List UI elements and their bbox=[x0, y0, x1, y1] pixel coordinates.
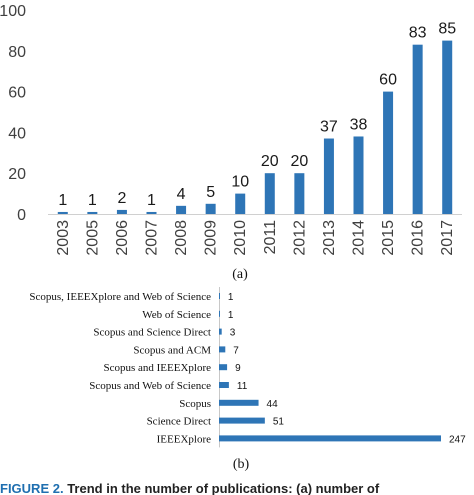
chart-a-subtitle: (a) bbox=[232, 267, 248, 282]
chart-a-data-label: 83 bbox=[409, 25, 427, 42]
chart-a-bar bbox=[57, 211, 68, 214]
chart-b-publications-by-database: Scopus, IEEEXplore and Web of Science Web… bbox=[29, 287, 466, 472]
chart-a-data-label: 1 bbox=[147, 192, 156, 209]
chart-a-bar bbox=[235, 193, 246, 214]
chart-a-data-label: 60 bbox=[379, 72, 397, 89]
chart-b-value-label: 247 bbox=[449, 434, 466, 445]
chart-a-x-tick-label: 2017 bbox=[439, 220, 456, 256]
chart-a-bar bbox=[353, 136, 364, 214]
chart-a-y-tick-label: 80 bbox=[8, 44, 26, 61]
chart-a-x-tick-label: 2012 bbox=[291, 220, 308, 256]
chart-b-bar bbox=[219, 435, 441, 442]
chart-b-category-label: IEEEXplore bbox=[157, 433, 211, 445]
chart-a-bar bbox=[205, 203, 216, 214]
chart-b-category-label: Scopus, IEEEXplore and Web of Science bbox=[29, 291, 211, 303]
chart-a-x-tick-label: 2014 bbox=[351, 220, 368, 256]
chart-b-category-label: Scopus and ACM bbox=[133, 344, 211, 356]
chart-a-publications-per-year: 0 20 40 60 80 100 1 1 2 1 4 5 10 20 20 37 38 60 83 85 2003… bbox=[0, 3, 462, 282]
chart-a-bars bbox=[57, 40, 453, 215]
chart-a-x-tick-label: 2013 bbox=[321, 220, 338, 256]
chart-a-x-tick-label: 2006 bbox=[114, 220, 131, 256]
chart-b-value-label: 1 bbox=[228, 310, 234, 321]
chart-a-x-tick-label: 2007 bbox=[144, 220, 161, 256]
chart-a-data-labels: 1 1 2 1 4 5 10 20 20 37 38 60 83 85 bbox=[58, 21, 456, 209]
chart-a-bar bbox=[146, 211, 157, 214]
chart-b-category-label: Scopus and Science Direct bbox=[93, 327, 211, 339]
chart-b-category-labels: Scopus, IEEEXplore and Web of Science Web… bbox=[29, 291, 211, 445]
chart-a-data-label: 1 bbox=[88, 192, 97, 209]
chart-a-x-tick-label: 2005 bbox=[84, 220, 101, 256]
chart-a-y-tick-label: 0 bbox=[17, 207, 26, 224]
chart-a-x-tick-label: 2015 bbox=[380, 220, 397, 256]
chart-b-value-label: 7 bbox=[233, 345, 239, 356]
chart-b-bar bbox=[219, 346, 226, 353]
chart-a-bar bbox=[294, 173, 305, 214]
chart-b-category-label: Scopus bbox=[179, 398, 211, 410]
chart-b-category-label: Scopus and Web of Science bbox=[89, 380, 211, 392]
chart-a-x-tick-label: 2016 bbox=[410, 220, 427, 256]
chart-a-y-tick-label: 60 bbox=[8, 85, 26, 102]
chart-b-value-label: 44 bbox=[267, 399, 279, 410]
chart-a-bar bbox=[383, 91, 394, 214]
chart-a-x-tick-label: 2009 bbox=[203, 220, 220, 256]
chart-a-bar bbox=[442, 40, 453, 214]
chart-b-bar bbox=[219, 328, 222, 335]
chart-b-bar bbox=[219, 399, 259, 406]
chart-a-data-label: 1 bbox=[58, 192, 67, 209]
chart-a-bar bbox=[176, 205, 187, 214]
chart-a-x-tick-labels: 2003 2005 2006 2007 2008 2009 2010 2011 2012 2013… bbox=[55, 220, 456, 256]
chart-a-data-label: 10 bbox=[231, 174, 249, 191]
chart-b-bar bbox=[219, 382, 229, 388]
chart-a-data-label: 85 bbox=[438, 21, 456, 38]
chart-a-y-tick-label: 40 bbox=[8, 125, 26, 142]
chart-a-bar bbox=[323, 138, 334, 214]
chart-a-data-label: 38 bbox=[350, 116, 368, 133]
chart-a-y-tick-label: 100 bbox=[0, 3, 26, 20]
chart-b-value-label: 11 bbox=[237, 381, 248, 392]
chart-a-x-tick-label: 2008 bbox=[173, 220, 190, 256]
chart-b-bars bbox=[219, 293, 441, 442]
figure-caption-text: Trend in the number of publications: (a)… bbox=[67, 482, 380, 495]
chart-a-x-tick-label: 2011 bbox=[262, 220, 279, 255]
chart-a-data-label: 37 bbox=[320, 119, 338, 136]
chart-a-bar bbox=[87, 211, 98, 214]
chart-b-value-label: 51 bbox=[273, 417, 285, 428]
figure-caption-label: FIGURE 2. bbox=[0, 482, 64, 495]
chart-b-value-label: 9 bbox=[235, 363, 241, 374]
chart-b-value-label: 3 bbox=[230, 328, 236, 339]
chart-a-x-tick-label: 2010 bbox=[232, 220, 249, 256]
chart-a-bar bbox=[264, 173, 275, 214]
chart-b-category-label: Scopus and IEEEXplore bbox=[103, 362, 211, 374]
chart-b-category-label: Web of Science bbox=[142, 309, 211, 321]
chart-a-data-label: 4 bbox=[177, 186, 186, 203]
chart-b-bar bbox=[219, 310, 220, 317]
chart-a-x-tick-label: 2003 bbox=[55, 220, 72, 256]
chart-a-data-label: 5 bbox=[206, 184, 215, 201]
chart-b-value-label: 1 bbox=[228, 292, 234, 303]
chart-b-bar bbox=[219, 364, 228, 371]
chart-a-y-axis: 0 20 40 60 80 100 bbox=[0, 3, 26, 224]
chart-a-data-label: 20 bbox=[290, 153, 308, 170]
chart-b-bar bbox=[219, 293, 220, 299]
chart-b-category-label: Science Direct bbox=[147, 416, 211, 428]
chart-b-bar bbox=[219, 417, 265, 424]
chart-a-data-label: 2 bbox=[117, 190, 126, 207]
chart-b-subtitle: (b) bbox=[233, 457, 250, 472]
chart-a-data-label: 20 bbox=[261, 153, 279, 170]
figure-caption: FIGURE 2. Trend in the number of publica… bbox=[0, 482, 474, 495]
chart-a-y-tick-label: 20 bbox=[8, 166, 26, 183]
chart-a-bar bbox=[412, 44, 423, 215]
chart-a-bar bbox=[116, 209, 127, 214]
